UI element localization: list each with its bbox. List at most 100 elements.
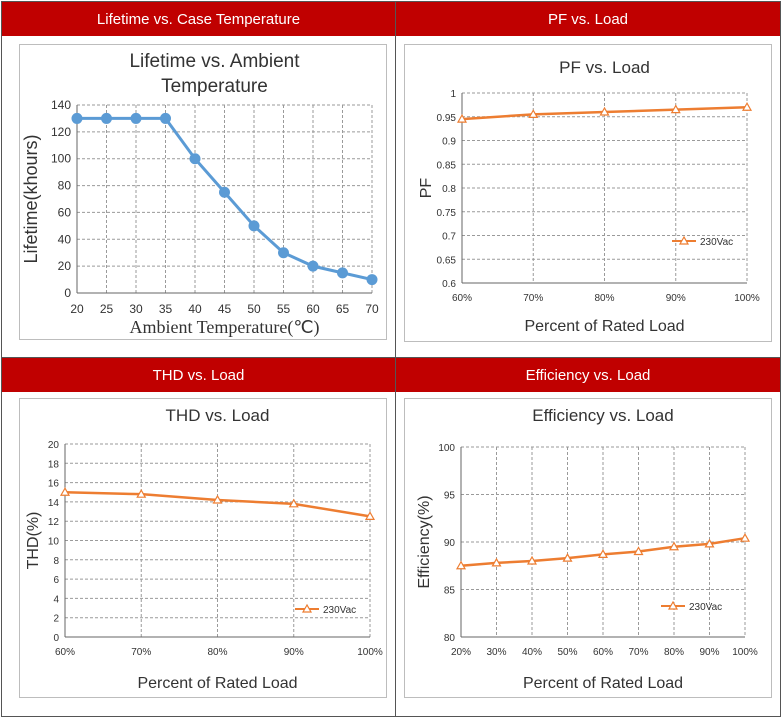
- legend-label: 230Vac: [689, 602, 722, 613]
- chart-title: Lifetime vs. Ambient: [129, 51, 300, 72]
- x-tick-label: 100%: [734, 293, 760, 304]
- panel-header-pf: PF vs. Load: [396, 2, 780, 36]
- chart-box-pf: PF vs. Load 0.6 0.65 0.7 0.75 0.8 0.85 0.9 0.95 1…: [404, 44, 772, 342]
- x-tick-label: 65: [336, 302, 350, 316]
- x-tick-label: 45: [218, 302, 232, 316]
- y-tick-label: 100: [51, 152, 71, 166]
- data-point: [337, 267, 348, 279]
- x-tick-label: 60%: [55, 647, 75, 658]
- chart-box-thd: THD vs. Load 0 2 4 6 8 10 12 14 16 18 20 60% 70% 80% 90…: [19, 398, 387, 698]
- y-tick-label: 18: [48, 459, 60, 470]
- y-tick-label: 0.6: [442, 279, 456, 290]
- y-tick-label: 0.7: [442, 232, 456, 243]
- y-axis-label: THD(%): [25, 512, 42, 570]
- y-tick-label: 80: [444, 633, 456, 644]
- pf-chart: PF vs. Load 0.6 0.65 0.7 0.75 0.8 0.85 0.9 0.95 1…: [418, 58, 760, 335]
- x-tick-label: 25: [100, 302, 114, 316]
- x-tick-label: 30%: [486, 647, 506, 658]
- y-axis-label: Efficiency(%): [416, 495, 433, 588]
- data-point: [633, 546, 644, 556]
- y-tick-label: 120: [51, 125, 71, 139]
- y-tick-label: 0: [64, 286, 71, 300]
- panel-thd: THD vs. Load THD vs. Load 0 2 4 6 8 10 12 14 16 18…: [2, 358, 395, 716]
- data-point: [288, 498, 299, 508]
- y-tick-label: 10: [48, 537, 60, 548]
- panel-header-thd: THD vs. Load: [2, 358, 395, 392]
- x-tick-label: 70%: [523, 293, 543, 304]
- data-point: [739, 532, 751, 542]
- x-tick-label: 60: [306, 302, 320, 316]
- legend-label: 230Vac: [700, 237, 733, 248]
- y-tick-label: 60: [58, 205, 72, 219]
- x-tick-label: 50%: [557, 647, 577, 658]
- x-tick-label: 40%: [522, 647, 542, 658]
- panel-divider-horizontal: [2, 357, 780, 358]
- x-tick-label: 35: [159, 302, 173, 316]
- x-tick-label: 60%: [593, 647, 613, 658]
- chart-title: Temperature: [161, 76, 268, 97]
- panel-lifetime: Lifetime vs. Case Temperature Lifetime v…: [2, 2, 395, 356]
- panel-pf: PF vs. Load PF vs. Load 0.6 0.65 0.7 0.75 0.8…: [396, 2, 780, 356]
- thd-chart: THD vs. Load 0 2 4 6 8 10 12 14 16 18 20 60% 70% 80% 90…: [25, 406, 383, 692]
- data-point: [741, 102, 753, 111]
- data-point: [528, 109, 539, 118]
- data-point: [101, 112, 112, 124]
- data-point: [491, 557, 502, 567]
- data-point: [562, 552, 573, 562]
- data-point: [248, 220, 260, 232]
- chart-title: THD vs. Load: [166, 406, 270, 425]
- y-tick-label: 20: [48, 440, 60, 451]
- data-point: [189, 153, 201, 165]
- panel-header-lifetime: Lifetime vs. Case Temperature: [2, 2, 395, 36]
- x-tick-label: 30: [129, 302, 143, 316]
- data-point: [307, 260, 319, 272]
- y-tick-label: 40: [58, 232, 72, 246]
- panel-divider-vertical: [395, 2, 396, 716]
- data-point: [130, 112, 142, 124]
- x-axis-label: Percent of Rated Load: [137, 675, 297, 692]
- x-tick-label: 40: [188, 302, 202, 316]
- y-tick-label: 6: [53, 575, 59, 586]
- data-point: [71, 112, 83, 124]
- y-tick-label: 80: [58, 179, 72, 193]
- data-point: [526, 555, 538, 565]
- x-tick-label: 90%: [699, 647, 719, 658]
- y-tick-label: 14: [48, 498, 60, 509]
- x-tick-label: 70%: [131, 647, 151, 658]
- x-tick-label: 80%: [594, 293, 614, 304]
- y-axis-label: Lifetime(khours): [21, 134, 41, 263]
- y-tick-label: 16: [48, 479, 60, 490]
- x-tick-label: 55: [277, 302, 291, 316]
- y-tick-label: 1: [450, 89, 456, 100]
- data-point: [456, 113, 468, 123]
- x-tick-label: 100%: [732, 647, 758, 658]
- x-tick-label: 20: [70, 302, 84, 316]
- data-point: [455, 560, 467, 570]
- y-axis-label: PF: [418, 178, 435, 199]
- x-axis-label: Percent of Rated Load: [524, 318, 684, 335]
- y-tick-label: 0.8: [442, 184, 456, 195]
- legend-label: 230Vac: [323, 605, 356, 616]
- data-point: [597, 549, 609, 558]
- data-point: [219, 186, 230, 198]
- panel-efficiency: Efficiency vs. Load Efficiency vs. Load 8…: [396, 358, 780, 716]
- x-axis-label: Ambient Temperature(℃): [129, 317, 319, 338]
- data-point: [278, 247, 289, 259]
- chart-title: PF vs. Load: [559, 58, 650, 77]
- x-tick-label: 70: [365, 302, 379, 316]
- y-tick-label: 2: [53, 614, 59, 625]
- chart-title: Efficiency vs. Load: [532, 406, 673, 425]
- data-point: [59, 487, 71, 496]
- panel-header-efficiency: Efficiency vs. Load: [396, 358, 780, 392]
- y-tick-label: 4: [53, 594, 59, 605]
- data-point: [670, 104, 681, 114]
- y-tick-label: 140: [51, 98, 71, 112]
- data-point: [136, 488, 147, 498]
- x-axis-label: Percent of Rated Load: [523, 675, 683, 692]
- chart-box-lifetime: Lifetime vs. Ambient Temperature 0 20 40 60 80…: [19, 44, 387, 340]
- x-tick-label: 90%: [284, 647, 304, 658]
- legend-marker: [301, 603, 313, 613]
- x-tick-label: 80%: [207, 647, 227, 658]
- y-tick-label: 95: [444, 491, 456, 502]
